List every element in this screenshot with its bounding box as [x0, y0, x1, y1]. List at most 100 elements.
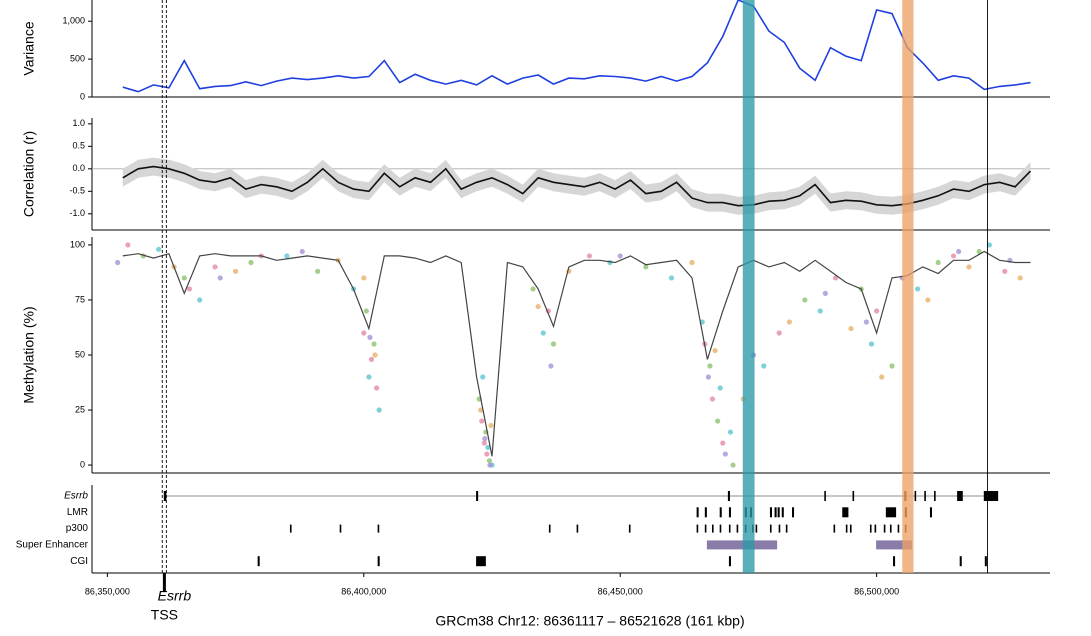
track-feature — [476, 491, 479, 501]
track-feature — [728, 556, 731, 567]
methylation-dot — [115, 259, 121, 266]
track-feature — [869, 524, 872, 533]
methylation-dot — [479, 418, 485, 424]
variance-line — [122, 165, 1032, 207]
track-feature — [769, 524, 772, 533]
track-feature — [957, 491, 963, 501]
track-feature — [727, 491, 730, 501]
methylation-dot — [915, 286, 921, 292]
track-feature — [824, 491, 826, 501]
variance-line — [122, 0, 1031, 93]
track-feature — [897, 524, 900, 533]
methylation-dot — [488, 422, 494, 429]
x-tick-label: 86,500,000 — [854, 586, 899, 596]
track-feature — [885, 507, 897, 518]
track-feature — [576, 524, 579, 533]
track-feature — [696, 524, 699, 533]
methylation-dot — [361, 330, 367, 336]
methylation-dot — [925, 297, 931, 303]
track-feature — [781, 507, 784, 518]
track-feature — [706, 540, 778, 550]
track-feature — [769, 507, 772, 518]
track-feature — [696, 507, 699, 518]
tss-label: TSS — [151, 607, 178, 623]
y-tick-label: 75 — [75, 294, 85, 304]
track-feature — [778, 524, 781, 533]
highlight-region — [902, 0, 914, 573]
methylation-dot — [966, 264, 972, 270]
methylation-dot — [874, 308, 880, 314]
track-feature — [736, 524, 739, 533]
track-feature — [774, 507, 777, 518]
y-axis-title: Variance — [21, 21, 37, 75]
methylation-dot — [705, 374, 712, 380]
track-feature — [889, 524, 892, 533]
y-tick-label: 50 — [75, 349, 85, 359]
methylation-dot — [617, 253, 623, 259]
track-feature — [476, 556, 486, 567]
track-feature — [883, 524, 886, 533]
methylation-dot — [722, 451, 728, 457]
methylation-dot — [366, 374, 372, 380]
methylation-dot — [822, 290, 828, 296]
track-feature — [849, 524, 852, 533]
track-feature — [728, 524, 731, 533]
methylation-dot — [863, 319, 869, 325]
methylation-dot — [530, 286, 536, 292]
y-tick-label: 1,000 — [62, 16, 85, 26]
track-label: Esrrb — [64, 491, 88, 502]
track-feature — [163, 491, 167, 501]
x-tick-label: 86,350,000 — [85, 586, 130, 596]
y-tick-label: 0.5 — [72, 141, 85, 151]
methylation-dot — [950, 253, 957, 259]
y-tick-label: -0.5 — [69, 186, 85, 196]
methylation-dot — [315, 268, 321, 274]
methylation-dot — [484, 451, 490, 457]
mean-line — [122, 250, 1031, 457]
methylation-dot — [299, 248, 305, 255]
methylation-dot — [487, 462, 493, 468]
methylation-dot — [761, 363, 767, 369]
methylation-dot — [248, 259, 254, 266]
methylation-dot — [889, 363, 895, 369]
track-feature — [934, 491, 936, 501]
track-feature — [289, 524, 292, 533]
track-feature — [785, 524, 788, 533]
track-feature — [983, 491, 999, 501]
methylation-dot — [727, 429, 734, 435]
methylation-dot — [485, 444, 491, 451]
track-feature — [339, 524, 342, 533]
methylation-dot — [212, 264, 218, 270]
methylation-dot — [717, 385, 723, 391]
methylation-dot — [709, 396, 716, 402]
track-feature — [628, 524, 631, 533]
track-feature — [257, 556, 260, 567]
y-tick-label: 0 — [80, 459, 85, 469]
methylation-dot — [776, 330, 782, 336]
methylation-dot — [361, 275, 367, 281]
methylation-dot — [217, 275, 223, 281]
y-tick-label: 100 — [70, 239, 85, 249]
methylation-dot — [668, 275, 675, 281]
methylation-dot — [868, 341, 875, 347]
methylation-dot — [707, 363, 713, 369]
methylation-dot — [374, 385, 380, 391]
x-tick-label: 86,450,000 — [598, 586, 643, 596]
methylation-dot — [372, 352, 378, 358]
methylation-dot — [363, 308, 369, 314]
methylation-dot — [720, 440, 726, 446]
methylation-dot — [802, 297, 808, 303]
y-tick-label: 500 — [70, 53, 85, 63]
methylation-dot — [1017, 275, 1023, 281]
track-feature — [712, 524, 714, 533]
track-label: p300 — [66, 523, 89, 534]
track-feature — [728, 507, 731, 518]
track-feature — [924, 491, 926, 501]
tss-gene: Esrrb — [158, 588, 192, 604]
methylation-dot — [371, 341, 377, 347]
methylation-dot — [715, 418, 721, 424]
track-feature — [792, 507, 795, 518]
track-feature — [377, 524, 380, 533]
